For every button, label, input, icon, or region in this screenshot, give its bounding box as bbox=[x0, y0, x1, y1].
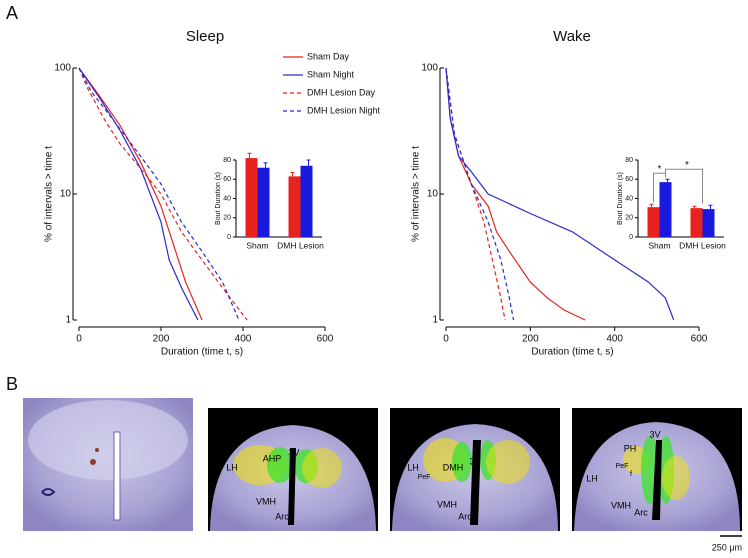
bar bbox=[245, 158, 258, 237]
region-label: 3V bbox=[288, 447, 299, 457]
significance-marker: * bbox=[685, 160, 689, 171]
x-tick-label: Sham bbox=[246, 240, 268, 250]
line-series bbox=[78, 67, 248, 321]
error-bar bbox=[692, 205, 697, 209]
line-series bbox=[78, 67, 203, 321]
y-tick-label: 100 bbox=[54, 63, 71, 74]
x-axis-label: Duration (time t, s) bbox=[161, 347, 243, 358]
x-tick-label: DMH Lesion bbox=[277, 240, 324, 250]
y-tick-label: 0 bbox=[227, 234, 231, 241]
region-label: 3V bbox=[469, 456, 480, 466]
y-axis-label: Bout Duration (s) bbox=[215, 172, 222, 225]
y-tick-label: 60 bbox=[223, 176, 231, 183]
y-axis-label: Bout Duration (s) bbox=[617, 172, 624, 225]
legend-label: Sham Day bbox=[307, 51, 350, 61]
error-bar bbox=[708, 204, 713, 210]
bar bbox=[288, 176, 301, 237]
legend-label: DMH Lesion Night bbox=[307, 105, 381, 115]
error-bar bbox=[290, 172, 295, 177]
y-axis-label: % of intervals > time t bbox=[411, 146, 422, 242]
bar bbox=[659, 182, 672, 237]
y-tick-label: 0 bbox=[629, 234, 633, 241]
line-series bbox=[445, 67, 506, 321]
y-tick-label: 1 bbox=[432, 315, 438, 326]
histology-image bbox=[23, 398, 193, 531]
line-series bbox=[445, 67, 515, 321]
y-tick-label: 10 bbox=[427, 189, 439, 200]
x-tick-label: Sham bbox=[648, 240, 670, 250]
x-tick-label: 0 bbox=[76, 334, 82, 345]
error-bar bbox=[247, 152, 252, 159]
x-axis-label: Duration (time t, s) bbox=[531, 347, 613, 358]
y-tick-label: 40 bbox=[625, 195, 633, 202]
region-label: Arc bbox=[634, 507, 648, 517]
y-tick-label: 1 bbox=[65, 315, 71, 326]
region-label: VMH bbox=[611, 500, 631, 510]
region-label: Arc bbox=[458, 511, 472, 521]
region-label: 3V bbox=[649, 429, 660, 439]
scale-bar-label: 250 μm bbox=[712, 542, 742, 552]
region-label: AHP bbox=[263, 453, 282, 463]
region-label: DMH bbox=[443, 462, 464, 472]
panel-label: A bbox=[6, 3, 18, 23]
histology-image bbox=[572, 408, 742, 531]
line-series bbox=[445, 67, 586, 321]
line-series bbox=[78, 67, 199, 321]
y-tick-label: 100 bbox=[421, 63, 438, 74]
error-bar bbox=[306, 159, 311, 166]
line-series bbox=[78, 67, 240, 321]
y-axis-label: % of intervals > time t bbox=[44, 146, 55, 242]
line-series bbox=[445, 67, 675, 321]
error-bar bbox=[649, 203, 654, 208]
region-label: PH bbox=[624, 443, 637, 453]
y-tick-label: 20 bbox=[223, 215, 231, 222]
panel-label: B bbox=[6, 374, 18, 394]
region-label: f bbox=[630, 471, 632, 478]
error-bar bbox=[665, 178, 670, 183]
bar bbox=[257, 167, 270, 237]
bar bbox=[300, 165, 313, 237]
region-label: VMH bbox=[256, 496, 276, 506]
legend-label: DMH Lesion Day bbox=[307, 87, 376, 97]
bar bbox=[702, 209, 715, 237]
significance-marker: * bbox=[658, 164, 662, 175]
y-tick-label: 10 bbox=[60, 189, 72, 200]
y-tick-label: 40 bbox=[223, 195, 231, 202]
region-label: VMH bbox=[437, 499, 457, 509]
region-label: LH bbox=[226, 462, 238, 472]
x-tick-label: 400 bbox=[235, 334, 252, 345]
y-tick-label: 80 bbox=[625, 157, 633, 164]
region-label: PeF bbox=[616, 463, 629, 470]
bar bbox=[690, 208, 703, 237]
error-bar bbox=[263, 162, 268, 168]
x-tick-label: 0 bbox=[443, 334, 449, 345]
region-label: LH bbox=[586, 473, 598, 483]
x-tick-label: 600 bbox=[317, 334, 334, 345]
x-tick-label: 200 bbox=[522, 334, 539, 345]
bar bbox=[647, 207, 660, 237]
histology-image bbox=[208, 408, 378, 531]
significance-bracket bbox=[653, 172, 666, 203]
x-tick-label: DMH Lesion bbox=[679, 240, 726, 250]
y-tick-label: 20 bbox=[625, 215, 633, 222]
y-tick-label: 80 bbox=[223, 157, 231, 164]
region-label: Arc bbox=[275, 511, 289, 521]
histology-image bbox=[390, 408, 560, 531]
x-tick-label: 600 bbox=[691, 334, 708, 345]
region-label: LH bbox=[407, 462, 419, 472]
region-label: PeF bbox=[418, 474, 431, 481]
chart-title: Wake bbox=[553, 28, 591, 45]
chart-title: Sleep bbox=[186, 28, 224, 45]
y-tick-label: 60 bbox=[625, 176, 633, 183]
x-tick-label: 400 bbox=[606, 334, 623, 345]
legend-label: Sham Night bbox=[307, 69, 355, 79]
significance-bracket bbox=[665, 168, 703, 204]
x-tick-label: 200 bbox=[153, 334, 170, 345]
